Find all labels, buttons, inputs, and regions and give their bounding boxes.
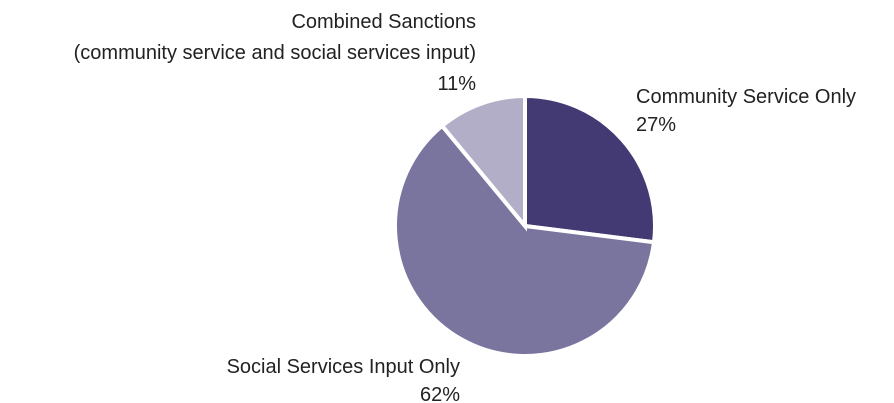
slice-label-text-line-1: Combined Sanctions <box>291 11 476 33</box>
pie-slices <box>395 96 655 356</box>
slice-label-text: Community Service Only <box>636 86 856 108</box>
slice-percent-label: 11% <box>437 73 476 95</box>
slice-label-text-line-2: (community service and social services i… <box>74 42 476 64</box>
slice-percent-label: 62% <box>420 384 460 403</box>
slice-label-community-service-only: Community Service Only 27% <box>636 86 856 136</box>
slice-label-social-services-input-only: Social Services Input Only 62% <box>227 356 461 403</box>
slice-label-text: Social Services Input Only <box>227 356 460 378</box>
slice-percent-label: 27% <box>636 114 676 136</box>
slice-label-combined-sanctions: Combined Sanctions (community service an… <box>74 11 477 95</box>
